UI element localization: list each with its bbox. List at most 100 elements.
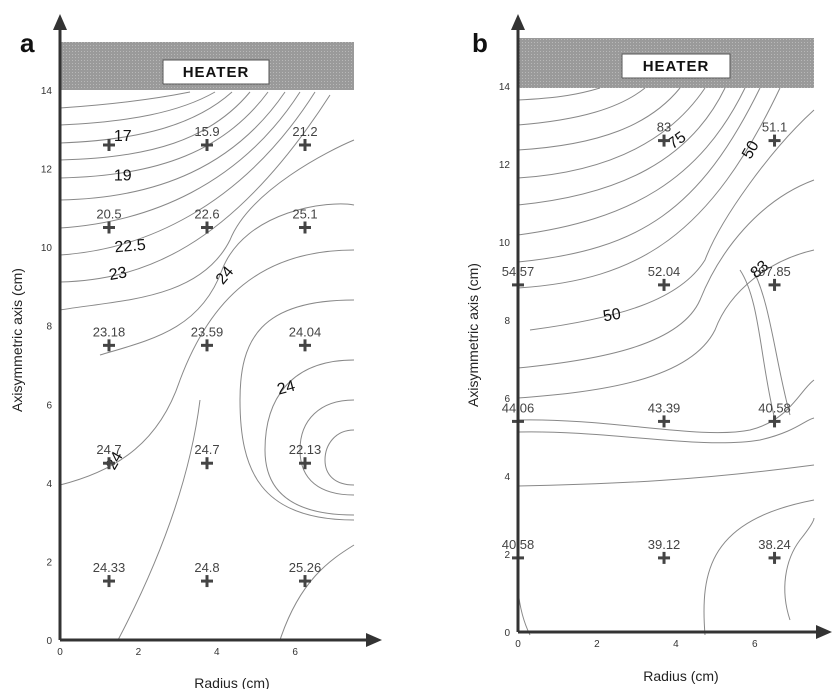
panel-b-point-label: 51.1 bbox=[762, 120, 787, 135]
panel-b-point: 40.58 bbox=[758, 400, 791, 428]
panel-b-ticks: 0 2 4 6 0 2 4 6 8 10 12 14 bbox=[499, 82, 758, 650]
panel-a-contour-label: 23 bbox=[108, 264, 129, 284]
panel-a-letter: a bbox=[20, 28, 35, 58]
panel-b-y-tick-12: 12 bbox=[499, 160, 511, 171]
panel-b-point: 97.85 bbox=[758, 264, 791, 291]
panel-a-point-label: 24.7 bbox=[194, 442, 219, 457]
panel-a-point: 21.2 bbox=[292, 124, 318, 151]
panel-a-point: 22.6 bbox=[194, 207, 220, 234]
panel-b-contours bbox=[517, 87, 815, 636]
panel-a-x-tick-0: 0 bbox=[57, 647, 63, 658]
panel-a-point: 24.33 bbox=[93, 560, 126, 588]
panel-a-point-label: 20.5 bbox=[96, 207, 121, 222]
panel-b-y-label: Axisymmetric axis (cm) bbox=[465, 263, 481, 407]
panel-b-heater-label: HEATER bbox=[643, 58, 710, 75]
panel-a-point-label: 15.9 bbox=[194, 124, 219, 139]
panel-b-point-label: 38.24 bbox=[758, 537, 791, 552]
panel-a-x-arrow bbox=[366, 633, 382, 647]
panel-b-point: 52.04 bbox=[648, 264, 681, 291]
panel-b-x-tick-2: 2 bbox=[594, 639, 600, 650]
panel-a-contour-label: 17 bbox=[114, 128, 132, 145]
panel-b-point-label: 52.04 bbox=[648, 264, 681, 279]
panel-a-point: 23.59 bbox=[191, 324, 224, 352]
panel-a-point: 20.5 bbox=[96, 207, 122, 234]
panel-b-point-label: 40.58 bbox=[758, 400, 791, 415]
panel-a-point-label: 24.04 bbox=[289, 324, 322, 339]
panel-a-y-tick-10: 10 bbox=[41, 243, 53, 254]
panel-b-point: 39.12 bbox=[648, 537, 681, 564]
panel-a-point-label: 21.2 bbox=[292, 124, 317, 139]
panel-b-point-label: 43.39 bbox=[648, 400, 681, 415]
panel-b-y-tick-4: 4 bbox=[504, 472, 510, 483]
panel-b-y-tick-6: 6 bbox=[504, 394, 510, 405]
panel-a-point: 25.1 bbox=[292, 207, 318, 234]
panel-b-axes bbox=[511, 14, 832, 639]
panel-b-y-tick-8: 8 bbox=[504, 316, 510, 327]
panel-a-point-label: 22.13 bbox=[289, 442, 322, 457]
panel-b-point: 38.24 bbox=[758, 537, 791, 564]
panel-b-y-tick-10: 10 bbox=[499, 238, 511, 249]
panel-b-point: 51.1 bbox=[762, 120, 787, 147]
panel-a-y-tick-14: 14 bbox=[41, 86, 53, 97]
panel-b-x-arrow bbox=[816, 625, 832, 639]
panel-a-point: 25.26 bbox=[289, 560, 322, 588]
panel-b-point: 43.39 bbox=[648, 400, 681, 428]
panel-a-point: 24.7 bbox=[96, 442, 122, 470]
panel-a-y-tick-4: 4 bbox=[46, 479, 52, 490]
panel-b-y-tick-14: 14 bbox=[499, 82, 511, 93]
panel-b-x-tick-4: 4 bbox=[673, 639, 679, 650]
panel-a-x-tick-6: 6 bbox=[292, 647, 298, 658]
panel-b-x-label: Radius (cm) bbox=[643, 668, 718, 684]
panel-a-point-label: 25.1 bbox=[292, 207, 317, 222]
panel-a-point: 24.7 bbox=[194, 442, 220, 470]
panel-a-point-label: 22.6 bbox=[194, 207, 219, 222]
panel-b-heater-label-box bbox=[621, 53, 731, 79]
panel-a-point: 23.18 bbox=[93, 324, 126, 352]
panel-a-point: 15.9 bbox=[194, 124, 220, 151]
panel-a-y-tick-0: 0 bbox=[46, 636, 52, 647]
panel-a-points: 15.9 21.2 20.5 22.6 25.1 23.18 23.59 24.04 24.7 2… bbox=[93, 124, 322, 588]
panel-a-contour-label: 19 bbox=[114, 167, 132, 184]
panel-a-x-tick-4: 4 bbox=[214, 647, 220, 658]
panel-a-contours bbox=[59, 91, 355, 641]
panel-a-x-label: Radius (cm) bbox=[194, 675, 269, 689]
panel-a-point-label: 24.33 bbox=[93, 560, 126, 575]
panel-b-point-label: 97.85 bbox=[758, 264, 791, 279]
panel-a-y-tick-8: 8 bbox=[46, 322, 52, 333]
panel-a-contour-label: 24 bbox=[213, 263, 238, 288]
panel-a-contour-label: 22.5 bbox=[114, 237, 147, 257]
panel-b-point-label: 39.12 bbox=[648, 537, 681, 552]
panel-a-point-label: 25.26 bbox=[289, 560, 322, 575]
panel-a-y-arrow bbox=[53, 14, 67, 30]
panel-a-heater-label: HEATER bbox=[183, 64, 250, 81]
panel-a-point: 24.04 bbox=[289, 324, 322, 352]
panel-b-contour-label: 50 bbox=[739, 138, 763, 162]
panel-a-point: 24.8 bbox=[194, 560, 220, 588]
panel-a-point: 22.13 bbox=[289, 442, 322, 470]
panel-b-x-tick-6: 6 bbox=[752, 639, 758, 650]
panel-a-heater-label-box bbox=[162, 59, 270, 85]
panel-a-point bbox=[103, 139, 115, 151]
panel-a-point-label: 24.8 bbox=[194, 560, 219, 575]
panel-b-letter: b bbox=[472, 28, 488, 58]
panel-a-point-label: 23.18 bbox=[93, 324, 126, 339]
panel-a-axes bbox=[53, 14, 382, 647]
panel-b-y-tick-0: 0 bbox=[504, 628, 510, 639]
panel-a-y-label: Axisymmetric axis (cm) bbox=[9, 268, 25, 412]
panel-a-point-label: 23.59 bbox=[191, 324, 224, 339]
panel-a-y-tick-12: 12 bbox=[41, 165, 53, 176]
panel-b-y-tick-2: 2 bbox=[504, 550, 510, 561]
panel-a-y-tick-2: 2 bbox=[46, 557, 52, 568]
panel-b-x-tick-0: 0 bbox=[515, 639, 521, 650]
panel-b-y-arrow bbox=[511, 14, 525, 30]
panel-a-x-tick-2: 2 bbox=[136, 647, 142, 658]
panel-a-contour-label: 24 bbox=[275, 378, 297, 399]
panel-b-point: 83 bbox=[657, 120, 671, 147]
panel-b-contour-label: 50 bbox=[602, 306, 623, 326]
